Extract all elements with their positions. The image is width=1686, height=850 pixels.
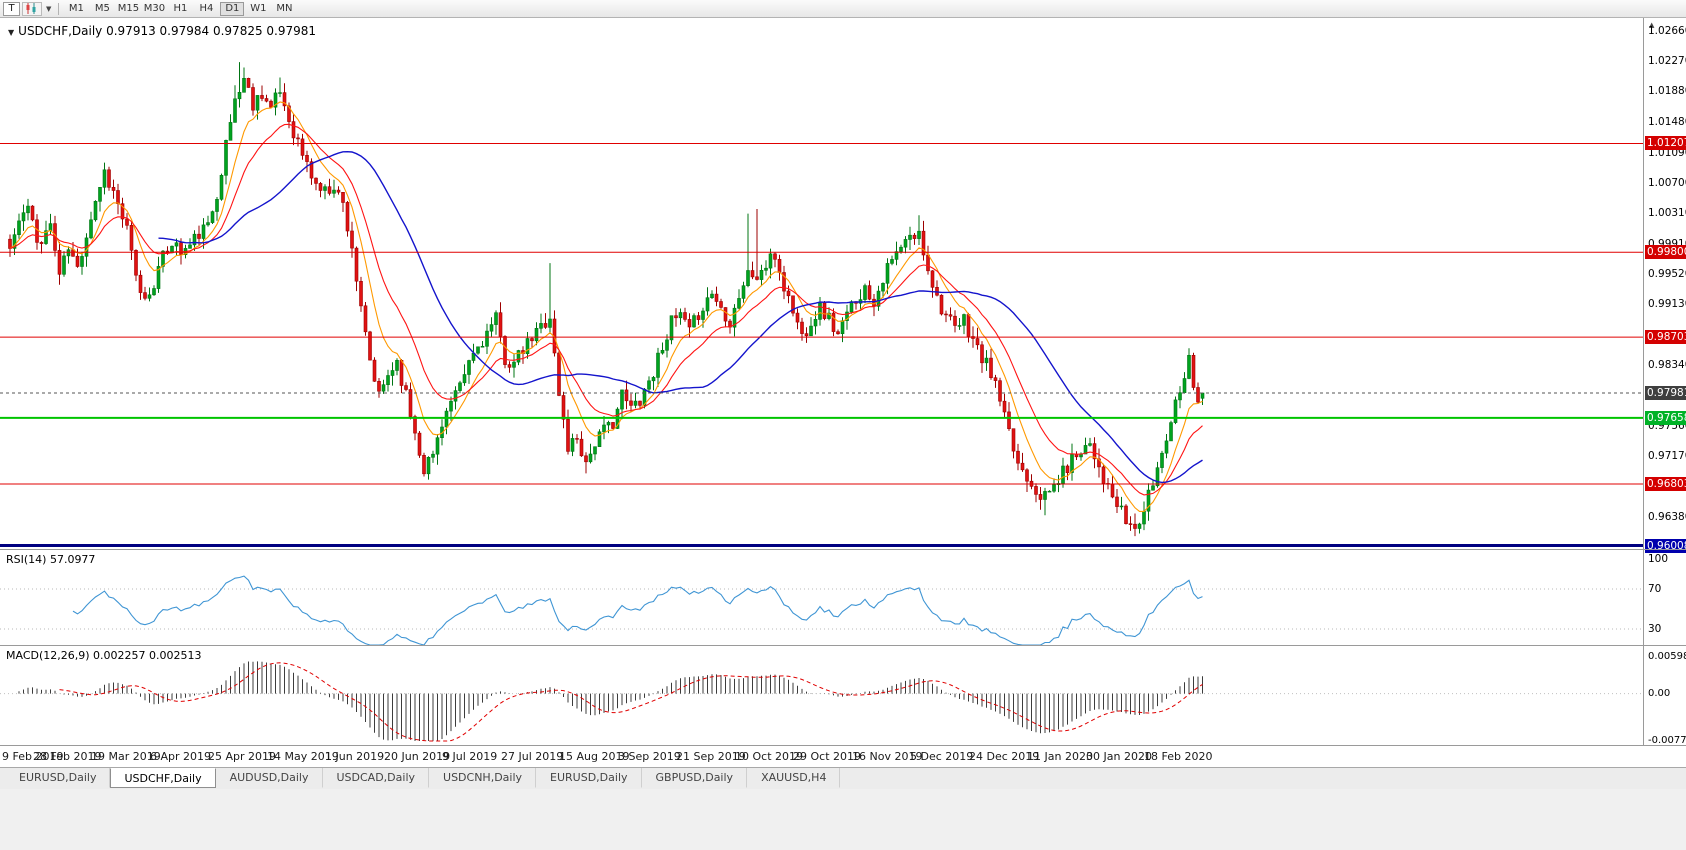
text-tool-button[interactable]: T xyxy=(3,1,20,16)
timeframe-button-h4[interactable]: H4 xyxy=(199,3,214,14)
rsi-scale-label: 30 xyxy=(1648,623,1662,635)
chart-tab-eurusd-daily[interactable]: EURUSD,Daily xyxy=(5,768,111,788)
chart-title: ▼ USDCHF,Daily 0.97913 0.97984 0.97825 0.… xyxy=(8,24,316,38)
timeframe-button-m5[interactable]: M5 xyxy=(94,3,110,14)
date-label: 9 Jul 2019 xyxy=(442,750,498,763)
price-badge-current-price: 0.97981 xyxy=(1645,386,1686,400)
date-label: 20 Jun 2019 xyxy=(384,750,451,763)
price-pane[interactable]: ▼ USDCHF,Daily 0.97913 0.97984 0.97825 0.… xyxy=(0,18,1643,550)
date-label: 9 Feb 2019 xyxy=(2,750,64,763)
axis-arrow-icon: ▲ xyxy=(1649,21,1655,29)
timeframe-button-m1[interactable]: M1 xyxy=(68,3,84,14)
price-badge-baseline: 0.96008 xyxy=(1645,539,1686,553)
macd-scale-label: -0.007737 xyxy=(1648,735,1686,746)
chart-tab-gbpusd-daily[interactable]: GBPUSD,Daily xyxy=(642,768,748,788)
date-label: 19 Mar 2019 xyxy=(91,750,161,763)
collapse-icon[interactable]: ▼ xyxy=(8,28,15,37)
price-axis[interactable]: ▲ 1.026601.022701.018801.014801.010901.0… xyxy=(1643,18,1686,746)
date-label: 14 May 2019 xyxy=(267,750,339,763)
timeframe-button-mn[interactable]: MN xyxy=(276,3,293,14)
price-badge-resistance: 0.96803 xyxy=(1645,477,1686,491)
date-label: 6 Apr 2019 xyxy=(150,750,212,763)
candlestick-style-icon[interactable] xyxy=(22,1,42,16)
timeframe-button-w1[interactable]: W1 xyxy=(250,3,267,14)
date-label: 28 Feb 2019 xyxy=(33,750,102,763)
date-label: 15 Aug 2019 xyxy=(559,750,630,763)
date-label: 18 Feb 2020 xyxy=(1144,750,1213,763)
chart-tab-usdcnh-daily[interactable]: USDCNH,Daily xyxy=(429,768,537,788)
timeframe-button-d1[interactable]: D1 xyxy=(220,1,245,16)
date-label: 10 Oct 2019 xyxy=(735,750,804,763)
chart-tab-xauusd-h4[interactable]: XAUUSD,H4 xyxy=(747,768,841,788)
time-axis[interactable]: 9 Feb 2019 28 Feb 2019 19 Mar 2019 6 Apr 20… xyxy=(0,746,1686,767)
date-label: 11 Jan 2020 xyxy=(1027,750,1093,763)
price-tick-label: 1.01880 xyxy=(1648,85,1686,97)
price-tick-label: 1.02660 xyxy=(1648,25,1686,37)
rsi-pane[interactable]: RSI(14) 57.0977 xyxy=(0,550,1643,645)
date-label: 30 Jan 2020 xyxy=(1086,750,1152,763)
pane-separator xyxy=(0,745,1686,746)
date-label: 1 Jun 2019 xyxy=(325,750,385,763)
toolbar-separator xyxy=(58,2,60,15)
timeframe-button-m15[interactable]: M15 xyxy=(117,3,140,14)
macd-chart xyxy=(0,661,1643,742)
pane-separator[interactable] xyxy=(0,549,1686,550)
date-label: 25 Apr 2019 xyxy=(208,750,277,763)
bottom-area xyxy=(0,789,1686,850)
price-tick-label: 1.01480 xyxy=(1648,116,1686,128)
pane-separator[interactable] xyxy=(0,645,1686,646)
toolbar: T ▼ M1 M5 M15 M30 H1 H4 D1 W1 MN xyxy=(0,0,1686,18)
macd-label: MACD(12,26,9) 0.002257 0.002513 xyxy=(6,649,202,662)
timeframe-group: M1 M5 M15 M30 H1 H4 D1 W1 MN xyxy=(64,1,298,16)
price-tick-label: 1.01090 xyxy=(1648,147,1686,159)
candlestick-style-glyph xyxy=(26,3,36,14)
date-label: 5 Dec 2019 xyxy=(910,750,974,763)
rsi-label: RSI(14) 57.0977 xyxy=(6,553,96,566)
timeframe-button-m30[interactable]: M30 xyxy=(143,3,166,14)
chart-tab-audusd-daily[interactable]: AUDUSD,Daily xyxy=(216,768,323,788)
price-badge-support: 0.97658 xyxy=(1645,411,1686,425)
macd-scale-label: 0.00 xyxy=(1648,688,1671,699)
chart-tab-bar: EURUSD,Daily USDCHF,Daily AUDUSD,Daily USDC… xyxy=(0,767,1686,789)
candlestick-chart xyxy=(0,62,1643,547)
price-badge-resistance: 1.01207 xyxy=(1645,136,1686,150)
rsi-scale-label: 70 xyxy=(1648,583,1662,595)
date-label: 21 Sep 2019 xyxy=(676,750,746,763)
rsi-scale-label: 100 xyxy=(1648,553,1669,565)
macd-pane[interactable]: MACD(12,26,9) 0.002257 0.002513 xyxy=(0,646,1643,745)
price-tick-label: 1.02270 xyxy=(1648,55,1686,67)
price-tick-label: 1.00700 xyxy=(1648,177,1686,189)
date-label: 27 Jul 2019 xyxy=(501,750,564,763)
macd-scale-label: 0.005986 xyxy=(1648,651,1686,662)
date-label: 29 Oct 2019 xyxy=(793,750,862,763)
timeframe-button-h1[interactable]: H1 xyxy=(173,3,188,14)
rsi-chart xyxy=(0,575,1643,645)
chart-title-text: USDCHF,Daily 0.97913 0.97984 0.97825 0.9… xyxy=(18,24,317,38)
date-label: 24 Dec 2019 xyxy=(969,750,1040,763)
dropdown-caret-icon[interactable]: ▼ xyxy=(46,4,52,13)
date-label: 3 Sep 2019 xyxy=(618,750,681,763)
price-tick-label: 0.96380 xyxy=(1648,511,1686,523)
chart-tab-usdchf-daily[interactable]: USDCHF,Daily xyxy=(110,768,216,788)
date-label: 16 Nov 2019 xyxy=(852,750,923,763)
chart-tab-usdcad-daily[interactable]: USDCAD,Daily xyxy=(323,768,430,788)
chart-tab-eurusd-daily[interactable]: EURUSD,Daily xyxy=(536,768,642,788)
price-badge-resistance: 0.98703 xyxy=(1645,330,1686,344)
